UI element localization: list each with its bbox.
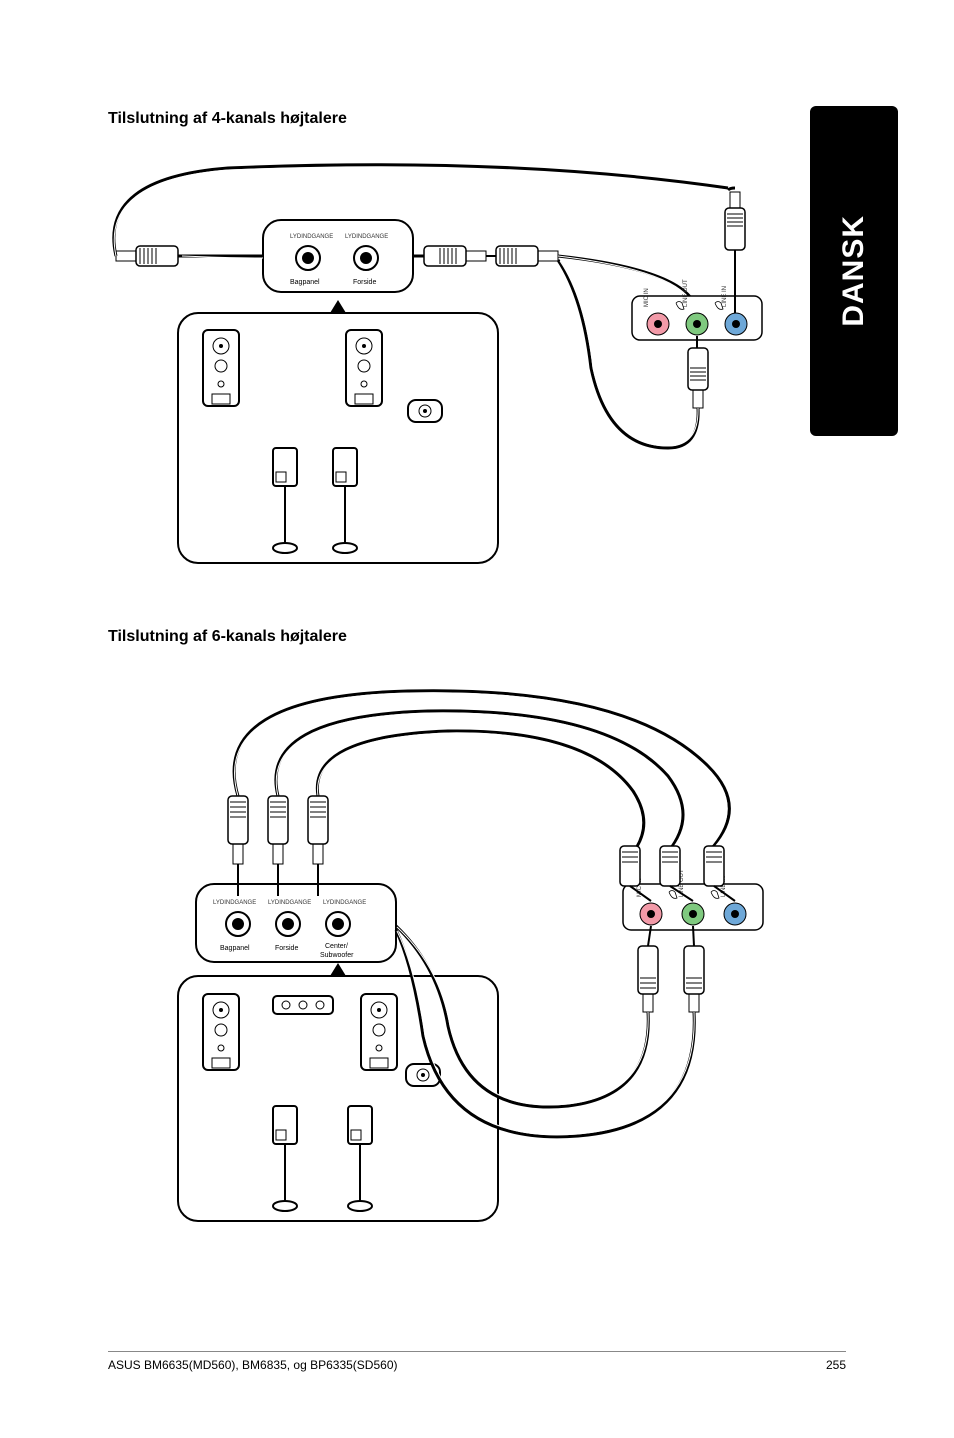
hub4-port-left: Bagpanel — [290, 279, 320, 286]
jack-right-out — [424, 246, 486, 266]
heading-6ch: Tilslutning af 6-kanals højtalere — [108, 628, 828, 646]
jack-top-1 — [228, 796, 248, 864]
speaker-box — [203, 994, 239, 1070]
hub6-port3b: Subwoofer — [320, 952, 354, 959]
jack-pc-blue — [725, 192, 745, 250]
hub4-label-left: LYDINDGANGE — [290, 234, 333, 240]
footer-page-number: 255 — [826, 1358, 846, 1372]
hub4-port-right: Forside — [353, 279, 376, 286]
hub6-port3a: Center/ — [325, 943, 348, 950]
language-tab-text: DANSK — [837, 215, 871, 327]
section-6ch: Tilslutning af 6-kanals højtalere — [108, 628, 828, 1226]
speaker-box — [361, 994, 397, 1070]
pcpanel4-p3: LINE IN — [722, 286, 728, 307]
hub6-label2: LYDINDGANGE — [268, 900, 311, 906]
pcpanel4-p2: LINE OUT — [683, 279, 689, 307]
pcpanel4-p1: MIC IN — [644, 288, 650, 307]
page-footer: ASUS BM6635(MD560), BM6835, og BP6335(SD… — [108, 1351, 846, 1372]
hub6-label3: LYDINDGANGE — [323, 900, 366, 906]
jack-top-2 — [268, 796, 288, 864]
diagram-6ch: LYDINDGANGE LYDINDGANGE LYDINDGANGE Bagp… — [108, 666, 828, 1226]
speaker-box — [203, 330, 239, 406]
jack-top-3 — [308, 796, 328, 864]
stand-speaker — [333, 448, 357, 553]
hub4-label-right: LYDINDGANGE — [345, 234, 388, 240]
hub6-port1: Bagpanel — [220, 945, 250, 952]
section-4ch: Tilslutning af 4-kanals højtalere LYDIND… — [108, 110, 828, 568]
hub6-label1: LYDINDGANGE — [213, 900, 256, 906]
jack-right-in — [496, 246, 558, 266]
stand-speaker — [273, 1106, 297, 1211]
stand-speaker — [273, 448, 297, 553]
heading-4ch: Tilslutning af 4-kanals højtalere — [108, 110, 828, 128]
speaker-box — [346, 330, 382, 406]
pc-panel-6ch: MIC IN LINE OUT LINE IN — [623, 869, 763, 930]
diagram-4ch: LYDINDGANGE LYDINDGANGE Bagpanel Forside — [108, 148, 828, 568]
footer-left: ASUS BM6635(MD560), BM6835, og BP6335(SD… — [108, 1358, 397, 1372]
hub6-port2: Forside — [275, 945, 298, 952]
jack-left — [116, 246, 178, 266]
stand-speaker — [348, 1106, 372, 1211]
jack-pc-green — [688, 348, 708, 408]
pc-panel-4ch: MIC IN LINE OUT LINE IN — [632, 279, 762, 340]
